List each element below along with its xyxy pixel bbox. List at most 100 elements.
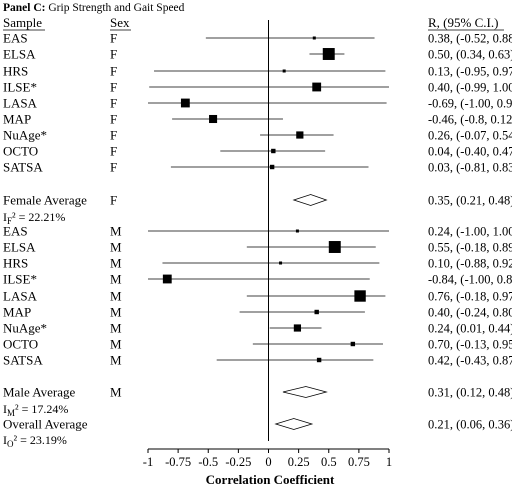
female-study-sex: F bbox=[110, 128, 117, 143]
female-study-label: ELSA bbox=[3, 47, 36, 62]
x-tick-label: -0.5 bbox=[198, 455, 218, 469]
overall-average-i2-symbol: I bbox=[3, 433, 7, 447]
male-study-label: EAS bbox=[3, 224, 28, 239]
header-ci: R, (95% C.I.) bbox=[428, 15, 498, 30]
male-average-i2-symbol: I bbox=[3, 402, 7, 416]
x-tick-label: -0.25 bbox=[225, 455, 251, 469]
female-study-sex: F bbox=[110, 144, 117, 159]
female-study-label: SATSA bbox=[3, 160, 43, 175]
male-study-sex: M bbox=[110, 289, 122, 304]
male-point-estimate bbox=[279, 261, 283, 265]
male-study-sex: M bbox=[110, 240, 122, 255]
female-point-estimate bbox=[180, 98, 190, 108]
male-study-sex: M bbox=[110, 224, 122, 239]
male-point-estimate bbox=[295, 229, 299, 233]
male-study-ci: 0.55, (-0.18, 0.89) bbox=[428, 241, 512, 255]
female-study-sex: F bbox=[110, 80, 117, 95]
x-tick-label: 0 bbox=[265, 455, 271, 469]
male-study-sex: M bbox=[110, 272, 122, 287]
female-average-sex: F bbox=[110, 193, 117, 208]
female-study-label: NuAge* bbox=[3, 128, 47, 143]
female-study-label: MAP bbox=[3, 112, 31, 127]
x-axis-label: Correlation Coefficient bbox=[206, 472, 335, 487]
axes: -1 -0.75 -0.5 -0.25 0 0.25 0.5 0.75 1 bbox=[143, 20, 392, 469]
male-study-label: SATSA bbox=[3, 353, 43, 368]
x-tick-label: 0.75 bbox=[348, 455, 370, 469]
header-sex: Sex bbox=[110, 15, 130, 30]
female-point-estimate bbox=[312, 36, 316, 40]
male-study-ci: 0.24, (-1.00, 1.00) bbox=[428, 225, 512, 239]
male-study-sex: M bbox=[110, 256, 122, 271]
female-study-sex: F bbox=[110, 96, 117, 111]
female-point-estimate bbox=[269, 164, 275, 170]
chart-title: Panel C: Grip Strength and Gait Speed bbox=[3, 2, 185, 14]
male-average-diamond bbox=[282, 386, 328, 398]
male-study-label: ILSE* bbox=[3, 272, 37, 287]
male-study-sex: M bbox=[110, 337, 122, 352]
male-average-label: Male Average bbox=[3, 385, 76, 400]
overall-average-ci: 0.21, (0.06, 0.36) bbox=[428, 418, 512, 432]
female-point-estimate bbox=[271, 148, 276, 154]
female-study-label: EAS bbox=[3, 31, 28, 46]
female-study-label: HRS bbox=[3, 64, 28, 79]
female-average-i2-symbol: I bbox=[3, 210, 7, 224]
female-study-ci: -0.46, (-0.8, 0.12) bbox=[428, 113, 512, 127]
overall-average-label: Overall Average bbox=[3, 417, 88, 432]
male-study-ci: 0.76, (-0.18, 0.97) bbox=[428, 290, 512, 304]
x-tick-label: 0.5 bbox=[321, 455, 337, 469]
male-study-label: MAP bbox=[3, 305, 31, 320]
overall-average-i2-subscript: O bbox=[7, 439, 14, 449]
panel-label: Panel C: bbox=[3, 2, 45, 14]
x-tick-label: 0.25 bbox=[288, 455, 310, 469]
female-study-ci: -0.69, (-1.00, 0.98) bbox=[428, 97, 512, 111]
female-study-ci: 0.13, (-0.95, 0.97) bbox=[428, 65, 512, 79]
male-study-ci: 0.42, (-0.43, 0.87) bbox=[428, 354, 512, 368]
female-point-estimate bbox=[296, 131, 304, 139]
female-average-label: Female Average bbox=[3, 193, 87, 208]
male-study-label: LASA bbox=[3, 289, 38, 304]
female-average-i2-value: ² = 22.21% bbox=[12, 210, 65, 224]
female-average-i2: IF² = 22.21% bbox=[3, 210, 65, 226]
male-point-estimate bbox=[293, 324, 302, 332]
male-study-sex: M bbox=[110, 305, 122, 320]
male-point-estimate bbox=[162, 274, 172, 284]
x-tick-label: 1 bbox=[386, 455, 392, 469]
female-point-estimate bbox=[312, 82, 322, 92]
male-study-label: OCTO bbox=[3, 337, 38, 352]
overall-average-i2: IO² = 23.19% bbox=[3, 433, 67, 449]
female-average-i2-subscript: F bbox=[7, 216, 12, 226]
female-study-ci: 0.50, (0.34, 0.63) bbox=[428, 48, 512, 62]
male-study-sex: M bbox=[110, 321, 122, 336]
female-study-sex: F bbox=[110, 64, 117, 79]
female-study-label: OCTO bbox=[3, 144, 38, 159]
female-study-ci: 0.26, (-0.07, 0.54) bbox=[428, 129, 512, 143]
male-study-ci: 0.70, (-0.13, 0.95) bbox=[428, 338, 512, 352]
female-point-estimate bbox=[282, 69, 286, 73]
female-study-sex: F bbox=[110, 112, 117, 127]
male-study-label: NuAge* bbox=[3, 321, 47, 336]
female-study-ci: 0.03, (-0.81, 0.83) bbox=[428, 161, 512, 175]
male-average-i2-value: ² = 17.24% bbox=[15, 402, 68, 416]
header-sample: Sample bbox=[3, 15, 42, 30]
female-study-ci: 0.04, (-0.40, 0.47) bbox=[428, 145, 512, 159]
x-tick-label: -0.75 bbox=[165, 455, 191, 469]
x-tick-label: -1 bbox=[143, 455, 153, 469]
male-study-ci: 0.24, (0.01, 0.44) bbox=[428, 322, 512, 336]
male-average-i2-subscript: M bbox=[7, 408, 15, 418]
male-study-label: HRS bbox=[3, 256, 28, 271]
male-point-estimate bbox=[354, 290, 366, 302]
female-study-label: ILSE* bbox=[3, 80, 37, 95]
male-point-estimate bbox=[350, 341, 356, 347]
male-point-estimate bbox=[314, 309, 319, 315]
male-point-estimate bbox=[328, 241, 341, 253]
male-average-sex: M bbox=[110, 385, 122, 400]
female-study-label: LASA bbox=[3, 96, 38, 111]
female-average-diamond bbox=[292, 194, 328, 206]
female-average-ci: 0.35, (0.21, 0.48) bbox=[428, 194, 512, 208]
rows: EAS F 0.38, (-0.52, 0.88)ELSA F 0.50, (0.34,… bbox=[3, 31, 512, 450]
female-study-sex: F bbox=[110, 47, 117, 62]
male-study-label: ELSA bbox=[3, 240, 36, 255]
male-study-ci: 0.10, (-0.88, 0.92) bbox=[428, 257, 512, 271]
female-point-estimate bbox=[209, 114, 218, 124]
